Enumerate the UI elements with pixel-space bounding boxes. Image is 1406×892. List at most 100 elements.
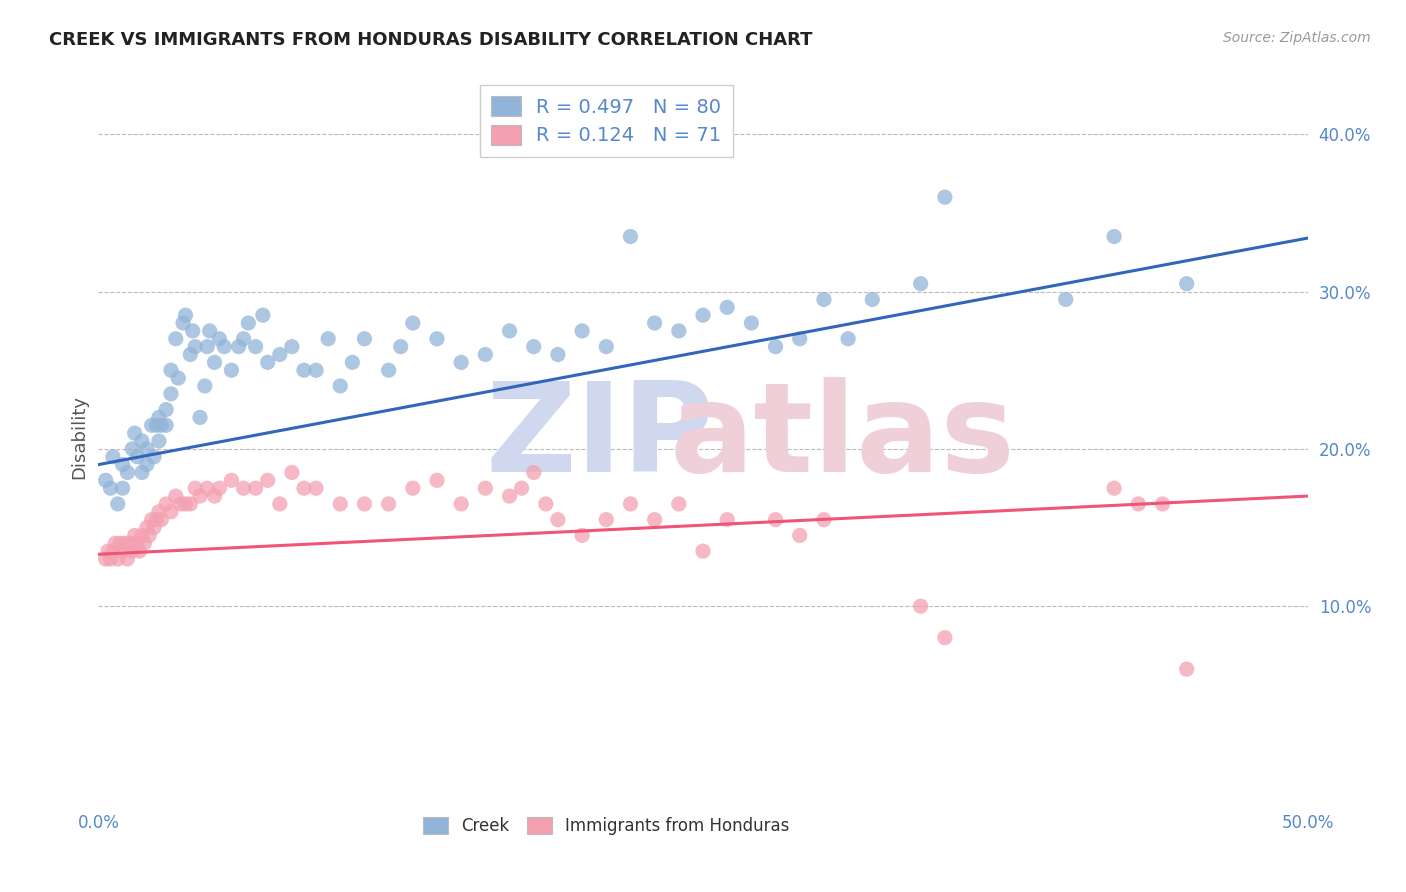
Point — [523, 466, 546, 480]
Point — [131, 528, 153, 542]
Point — [194, 379, 217, 393]
Point — [716, 301, 738, 315]
Point — [595, 340, 617, 354]
Point — [135, 458, 157, 472]
Point — [111, 458, 134, 472]
Point — [329, 379, 352, 393]
Point — [450, 497, 472, 511]
Point — [402, 316, 425, 330]
Point — [179, 347, 201, 361]
Point — [111, 544, 134, 558]
Point — [145, 513, 167, 527]
Point — [127, 450, 149, 464]
Point — [135, 520, 157, 534]
Point — [910, 599, 932, 614]
Point — [97, 544, 120, 558]
Point — [534, 497, 557, 511]
Point — [121, 544, 143, 558]
Point — [644, 316, 666, 330]
Point — [104, 536, 127, 550]
Point — [740, 316, 762, 330]
Point — [117, 466, 139, 480]
Point — [121, 442, 143, 456]
Point — [155, 497, 177, 511]
Point — [127, 536, 149, 550]
Point — [692, 308, 714, 322]
Point — [269, 347, 291, 361]
Point — [377, 497, 399, 511]
Point — [1102, 229, 1125, 244]
Point — [910, 277, 932, 291]
Point — [181, 324, 204, 338]
Point — [131, 434, 153, 448]
Point — [165, 489, 187, 503]
Point — [1102, 481, 1125, 495]
Point — [100, 552, 122, 566]
Point — [138, 528, 160, 542]
Point — [221, 473, 243, 487]
Point — [148, 505, 170, 519]
Legend: Creek, Immigrants from Honduras: Creek, Immigrants from Honduras — [416, 811, 796, 842]
Point — [118, 536, 141, 550]
Point — [160, 505, 183, 519]
Point — [837, 332, 859, 346]
Point — [547, 347, 569, 361]
Point — [305, 481, 328, 495]
Point — [498, 489, 520, 503]
Point — [150, 418, 173, 433]
Text: CREEK VS IMMIGRANTS FROM HONDURAS DISABILITY CORRELATION CHART: CREEK VS IMMIGRANTS FROM HONDURAS DISABI… — [49, 31, 813, 49]
Point — [342, 355, 364, 369]
Point — [174, 308, 197, 322]
Point — [165, 332, 187, 346]
Point — [228, 340, 250, 354]
Point — [765, 513, 787, 527]
Point — [148, 434, 170, 448]
Point — [498, 324, 520, 338]
Point — [94, 473, 117, 487]
Point — [316, 332, 339, 346]
Point — [547, 513, 569, 527]
Point — [184, 481, 207, 495]
Point — [1054, 293, 1077, 307]
Point — [94, 552, 117, 566]
Text: atlas: atlas — [669, 376, 1015, 498]
Point — [813, 513, 835, 527]
Point — [813, 293, 835, 307]
Point — [134, 536, 156, 550]
Point — [195, 481, 218, 495]
Point — [595, 513, 617, 527]
Point — [716, 513, 738, 527]
Point — [281, 466, 304, 480]
Point — [644, 513, 666, 527]
Point — [169, 497, 191, 511]
Point — [145, 418, 167, 433]
Point — [143, 520, 166, 534]
Point — [167, 371, 190, 385]
Point — [1152, 497, 1174, 511]
Point — [221, 363, 243, 377]
Point — [269, 497, 291, 511]
Point — [232, 481, 254, 495]
Point — [353, 332, 375, 346]
Point — [668, 324, 690, 338]
Point — [245, 481, 267, 495]
Point — [160, 363, 183, 377]
Point — [934, 631, 956, 645]
Point — [353, 497, 375, 511]
Point — [305, 363, 328, 377]
Point — [510, 481, 533, 495]
Point — [172, 316, 194, 330]
Point — [195, 340, 218, 354]
Point — [450, 355, 472, 369]
Point — [124, 426, 146, 441]
Point — [281, 340, 304, 354]
Point — [523, 340, 546, 354]
Point — [148, 410, 170, 425]
Point — [1175, 662, 1198, 676]
Point — [108, 536, 131, 550]
Point — [208, 481, 231, 495]
Point — [668, 497, 690, 511]
Y-axis label: Disability: Disability — [70, 395, 89, 479]
Point — [238, 316, 260, 330]
Point — [184, 340, 207, 354]
